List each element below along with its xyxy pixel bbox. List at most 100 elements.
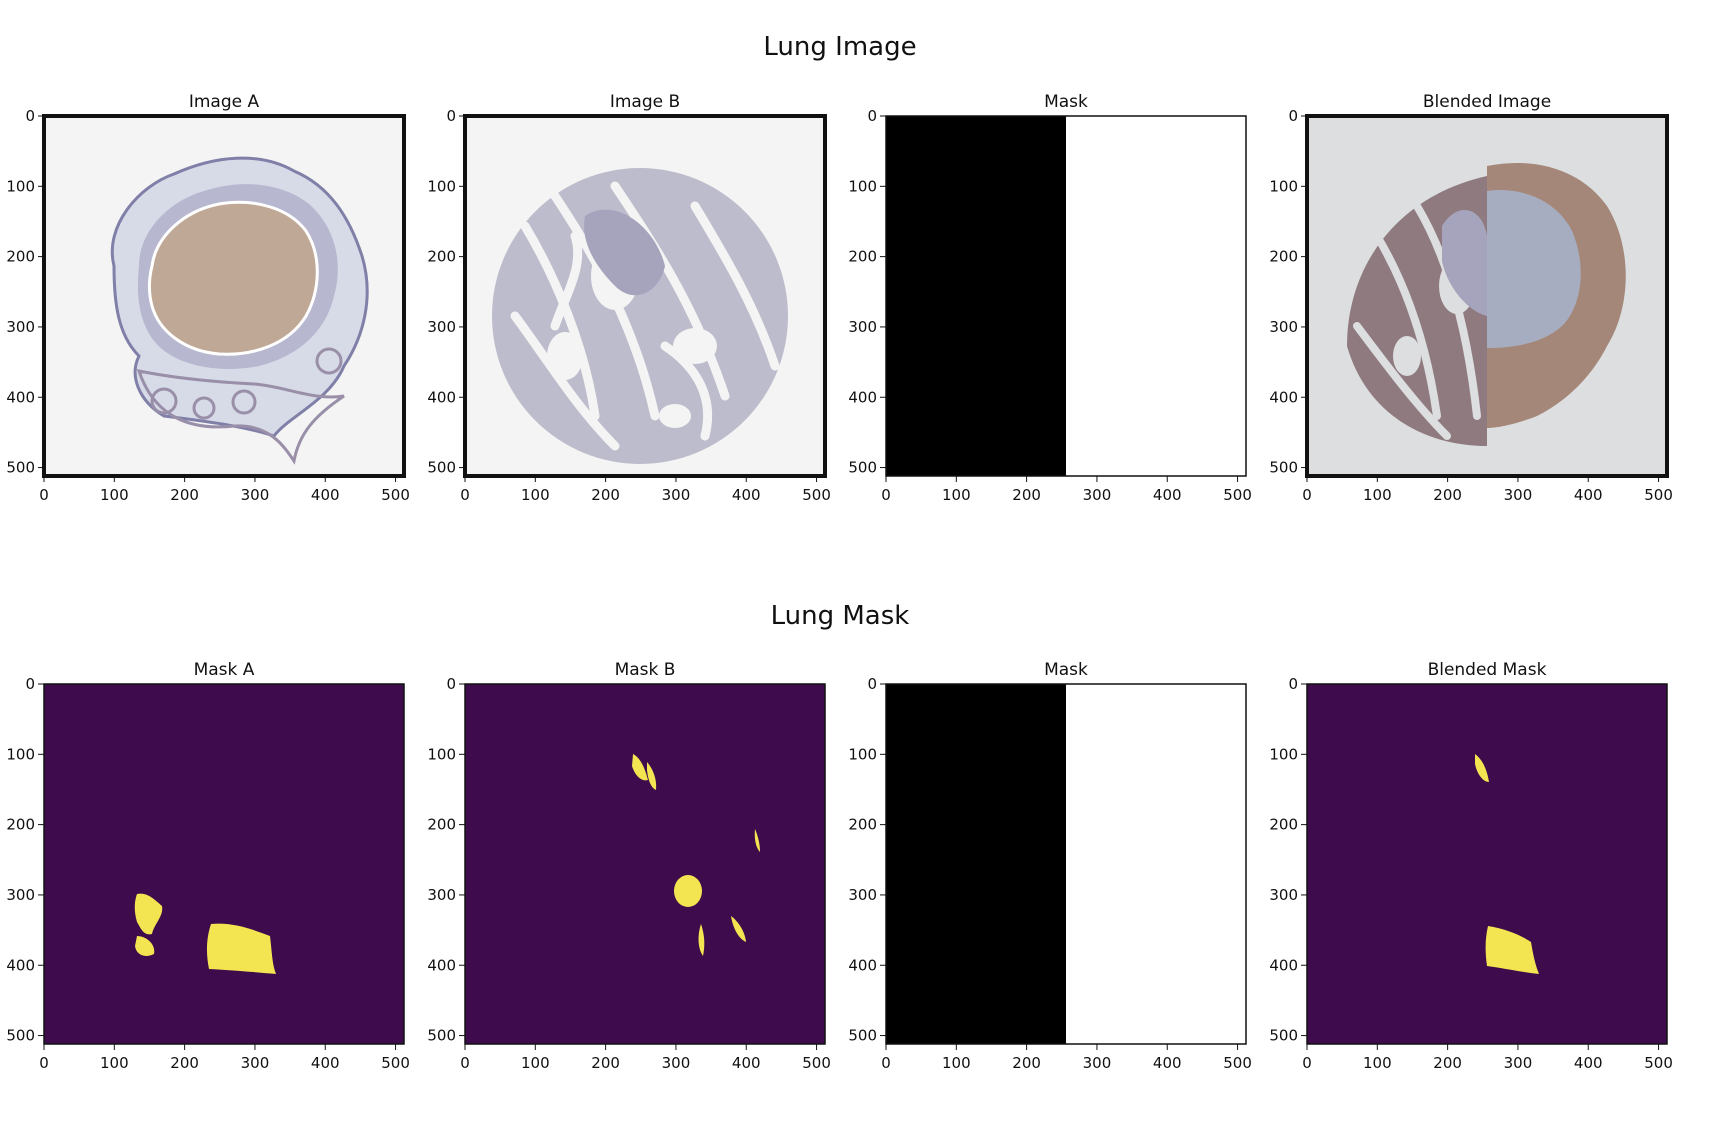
y-tick-label: 100 — [1269, 177, 1298, 195]
y-tick-label: 0 — [446, 675, 456, 693]
x-tick-label: 400 — [1574, 1054, 1603, 1072]
x-tick-label: 100 — [100, 1054, 129, 1072]
x-tick-label: 500 — [381, 1054, 410, 1072]
y-tick-label: 100 — [6, 745, 35, 763]
x-tick-label: 200 — [1012, 1054, 1041, 1072]
x-tick-label: 0 — [460, 1054, 470, 1072]
y-tick-label: 500 — [6, 459, 35, 477]
panel-title: Image A — [189, 92, 260, 112]
x-tick-label: 500 — [1644, 1054, 1673, 1072]
x-tick-label: 400 — [1574, 486, 1603, 504]
y-tick-label: 200 — [6, 816, 35, 834]
y-tick-label: 0 — [25, 107, 35, 125]
image-a-border — [42, 114, 406, 478]
x-tick-label: 0 — [39, 1054, 49, 1072]
tissue-core — [492, 168, 788, 464]
y-tick-label: 0 — [1288, 675, 1298, 693]
x-tick-label: 0 — [460, 486, 470, 504]
y-tick-label: 300 — [848, 318, 877, 336]
x-tick-label: 400 — [1153, 1054, 1182, 1072]
y-tick-label: 300 — [6, 886, 35, 904]
split-white-half — [1066, 116, 1246, 476]
split-black-half — [886, 684, 1066, 1044]
panel-title: Mask A — [194, 660, 255, 680]
x-tick-label: 0 — [1302, 486, 1312, 504]
y-tick-label: 300 — [6, 318, 35, 336]
split-border — [885, 115, 1247, 477]
mask-a-blob-2 — [135, 936, 155, 957]
x-tick-label: 300 — [1083, 486, 1112, 504]
x-tick-label: 200 — [1433, 1054, 1462, 1072]
x-tick-label: 400 — [1153, 486, 1182, 504]
y-tick-label: 400 — [6, 388, 35, 406]
x-tick-label: 100 — [942, 486, 971, 504]
x-tick-label: 100 — [942, 1054, 971, 1072]
y-tick-label: 100 — [427, 745, 456, 763]
x-tick-label: 400 — [311, 486, 340, 504]
y-tick-label: 200 — [1269, 816, 1298, 834]
y-tick-label: 200 — [6, 248, 35, 266]
mask-a-blob-1 — [134, 893, 163, 935]
y-tick-label: 500 — [1269, 459, 1298, 477]
x-tick-label: 500 — [802, 1054, 831, 1072]
x-tick-label: 400 — [732, 1054, 761, 1072]
y-tick-label: 400 — [427, 388, 456, 406]
y-tick-label: 200 — [427, 248, 456, 266]
y-tick-label: 100 — [427, 177, 456, 195]
mask-a-blob-3 — [206, 923, 276, 974]
y-tick-label: 400 — [6, 956, 35, 974]
tissue-lumen — [147, 200, 319, 356]
x-tick-label: 200 — [1433, 486, 1462, 504]
x-tick-label: 200 — [170, 1054, 199, 1072]
y-tick-label: 200 — [1269, 248, 1298, 266]
y-tick-label: 500 — [427, 1027, 456, 1045]
x-tick-label: 300 — [241, 486, 270, 504]
blend-right-lumen — [1487, 190, 1581, 348]
y-tick-label: 300 — [1269, 886, 1298, 904]
y-tick-label: 300 — [848, 886, 877, 904]
x-tick-label: 500 — [802, 486, 831, 504]
tissue-b-vessel — [584, 209, 665, 296]
y-tick-label: 300 — [427, 318, 456, 336]
x-tick-label: 400 — [311, 1054, 340, 1072]
y-tick-label: 400 — [1269, 956, 1298, 974]
y-tick-label: 500 — [848, 459, 877, 477]
x-tick-label: 300 — [1504, 1054, 1533, 1072]
panel-title: Mask — [1044, 92, 1088, 112]
y-tick-label: 400 — [848, 956, 877, 974]
x-tick-label: 0 — [1302, 1054, 1312, 1072]
x-tick-label: 0 — [881, 1054, 891, 1072]
split-black-half — [886, 116, 1066, 476]
y-tick-label: 100 — [1269, 745, 1298, 763]
blend-border — [1305, 114, 1669, 478]
panel-title: Blended Image — [1423, 92, 1551, 112]
y-tick-label: 400 — [1269, 388, 1298, 406]
y-tick-label: 400 — [427, 956, 456, 974]
y-tick-label: 400 — [848, 388, 877, 406]
split-white-half — [1066, 684, 1246, 1044]
panel-blended-mask: Blended Mask 0 100 200 300 400 50001002003004… — [1269, 660, 1673, 1072]
y-tick-label: 100 — [848, 177, 877, 195]
panel-title: Mask — [1044, 660, 1088, 680]
tissue-lower — [136, 369, 345, 465]
y-tick-label: 500 — [1269, 1027, 1298, 1045]
y-tick-label: 200 — [848, 248, 877, 266]
y-tick-label: 0 — [1288, 107, 1298, 125]
